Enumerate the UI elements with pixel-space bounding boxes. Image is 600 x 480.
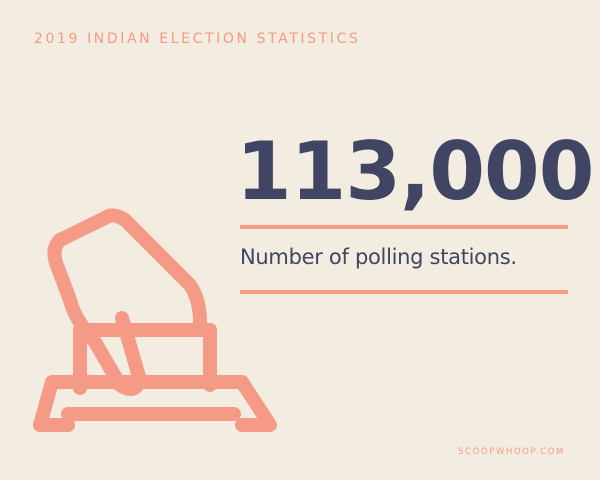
divider-bottom [240, 290, 568, 294]
footer-credit: SCOOPWHOOP.COM [458, 447, 565, 457]
divider-top [240, 225, 568, 229]
ballot-box-hand-icon [33, 208, 277, 432]
header-title: 2019 INDIAN ELECTION STATISTICS [34, 31, 361, 47]
stat-number: 113,000 [236, 125, 594, 218]
stat-caption: Number of polling stations. [240, 245, 517, 269]
